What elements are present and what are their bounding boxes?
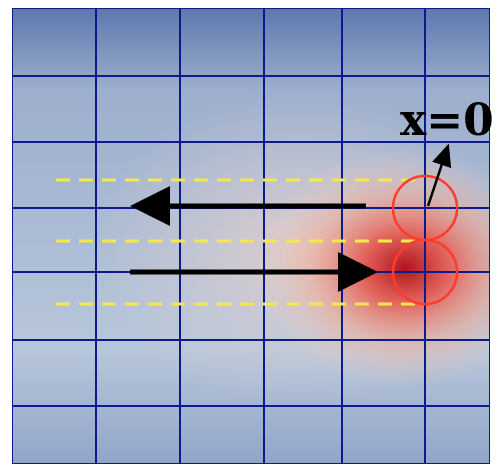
lower-circle bbox=[391, 238, 459, 306]
vortex-circles bbox=[391, 174, 459, 306]
origin-label: x=0 bbox=[400, 95, 494, 146]
guide-lines bbox=[56, 178, 422, 306]
grid bbox=[12, 8, 490, 464]
flow-arrows bbox=[130, 143, 452, 292]
pointer-arrow bbox=[426, 143, 452, 207]
